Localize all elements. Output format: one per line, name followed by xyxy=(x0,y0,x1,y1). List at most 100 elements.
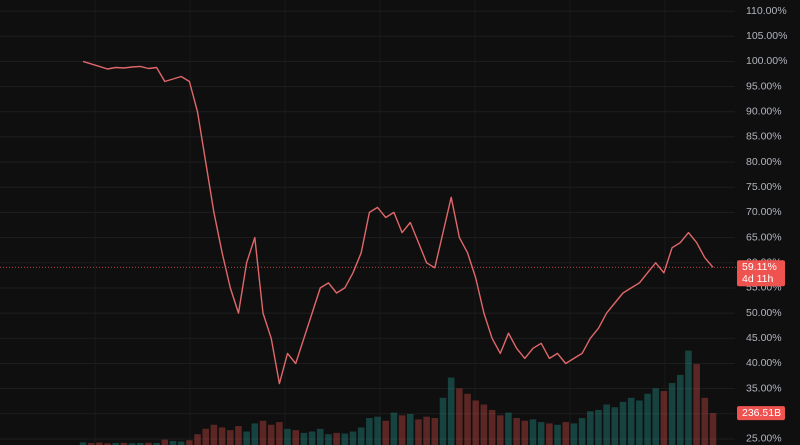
volume-bar xyxy=(104,443,111,445)
volume-bar xyxy=(317,428,324,445)
y-tick-label: 45.00% xyxy=(746,332,782,344)
volume-bar xyxy=(112,443,119,445)
volume-bar xyxy=(251,423,259,445)
volume-bar xyxy=(677,374,684,445)
volume-bar xyxy=(243,431,250,445)
volume-bar xyxy=(357,427,365,445)
volume-bar xyxy=(578,418,586,445)
volume-bar xyxy=(627,397,635,445)
volume-bar xyxy=(349,431,357,445)
volume-bar xyxy=(480,404,488,445)
y-tick-label: 105.00% xyxy=(746,30,787,42)
y-tick-label: 100.00% xyxy=(746,55,787,67)
volume-bar xyxy=(644,393,651,445)
volume-bar xyxy=(292,430,299,445)
volume-bar xyxy=(595,409,602,445)
volume-bar xyxy=(431,418,439,445)
volume-bar xyxy=(137,442,144,445)
volume-bar xyxy=(660,391,668,445)
volume-bar xyxy=(685,350,692,445)
volume-bar xyxy=(153,443,160,445)
volume-bar xyxy=(587,411,594,445)
volume-bar xyxy=(308,431,316,445)
volume-bar xyxy=(259,420,267,445)
volume-bar xyxy=(79,442,87,445)
volume-bar xyxy=(570,423,578,445)
y-tick-label: 65.00% xyxy=(746,231,782,243)
volume-bar xyxy=(701,397,709,445)
volume-bar xyxy=(96,442,103,445)
volume-bar xyxy=(439,397,447,445)
volume-bar xyxy=(407,413,414,445)
volume-bar xyxy=(505,412,512,445)
y-tick-label: 40.00% xyxy=(746,357,782,369)
volume-bar xyxy=(186,440,193,445)
volume-bar xyxy=(546,423,553,445)
volume-bar xyxy=(472,400,479,445)
volume-bar xyxy=(488,409,496,445)
volume-bar xyxy=(398,415,406,445)
volume-bar xyxy=(276,422,283,445)
volume-bar xyxy=(382,420,389,445)
volume-bar xyxy=(668,382,676,445)
volume-bar xyxy=(636,400,643,445)
price-label-box xyxy=(737,260,785,287)
y-tick-label: 70.00% xyxy=(746,206,782,218)
volume-bar xyxy=(374,416,381,445)
volume-bar xyxy=(529,419,537,445)
volume-bar xyxy=(210,424,218,445)
volume-bar xyxy=(120,442,128,445)
volume-bar xyxy=(447,377,455,445)
volume-bar xyxy=(652,388,659,445)
y-tick-label: 90.00% xyxy=(746,106,782,118)
volume-bar xyxy=(218,427,226,445)
volume-bar xyxy=(325,434,332,445)
volume-bar xyxy=(423,416,430,445)
volume-bar xyxy=(390,412,398,445)
price-line xyxy=(82,60,714,385)
volume-bar xyxy=(497,415,504,445)
y-tick-label: 35.00% xyxy=(746,382,782,394)
volume-bar xyxy=(456,388,463,445)
y-tick-label: 75.00% xyxy=(746,181,782,193)
volume-bar xyxy=(202,428,209,445)
volume-bar xyxy=(693,364,700,445)
current-volume-label: 236.51B xyxy=(742,407,781,419)
y-tick-label: 80.00% xyxy=(746,156,782,168)
volume-bar xyxy=(415,419,422,445)
volume-bar xyxy=(537,422,545,445)
volume-bar xyxy=(521,420,529,445)
volume-bar xyxy=(554,424,561,445)
volume-bar xyxy=(333,432,340,445)
volume-bar xyxy=(169,440,177,445)
volume-bar xyxy=(709,413,717,445)
volume-bar xyxy=(300,432,308,445)
volume-bar xyxy=(177,441,185,445)
volume-bar xyxy=(513,418,520,445)
volume-bar xyxy=(619,401,627,445)
countdown-label: 4d 11h xyxy=(742,273,773,285)
volume-bar xyxy=(366,418,373,445)
volume-bar xyxy=(464,393,471,445)
volume-bar xyxy=(128,443,136,445)
y-tick-label: 95.00% xyxy=(746,80,782,92)
volume-bar xyxy=(341,433,349,445)
volume-bar xyxy=(267,424,275,445)
volume-bar xyxy=(235,426,242,445)
volume-bar xyxy=(87,442,95,445)
y-tick-label: 110.00% xyxy=(746,5,787,17)
volume-bar xyxy=(161,439,169,445)
y-tick-label: 50.00% xyxy=(746,307,782,319)
volume-bar xyxy=(284,428,291,445)
y-tick-label: 25.00% xyxy=(746,433,782,445)
volume-bar xyxy=(603,404,610,445)
volume-bar xyxy=(227,430,234,445)
y-tick-label: 85.00% xyxy=(746,131,782,143)
volume-bar xyxy=(145,442,152,445)
volume-label-box xyxy=(737,406,785,421)
volume-bar xyxy=(611,407,619,445)
current-price-label: 59.11% xyxy=(742,261,777,273)
